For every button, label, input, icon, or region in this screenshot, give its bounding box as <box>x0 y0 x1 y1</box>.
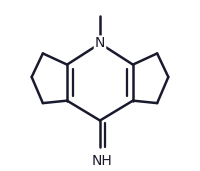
Text: N: N <box>95 36 105 50</box>
Text: NH: NH <box>92 154 113 168</box>
